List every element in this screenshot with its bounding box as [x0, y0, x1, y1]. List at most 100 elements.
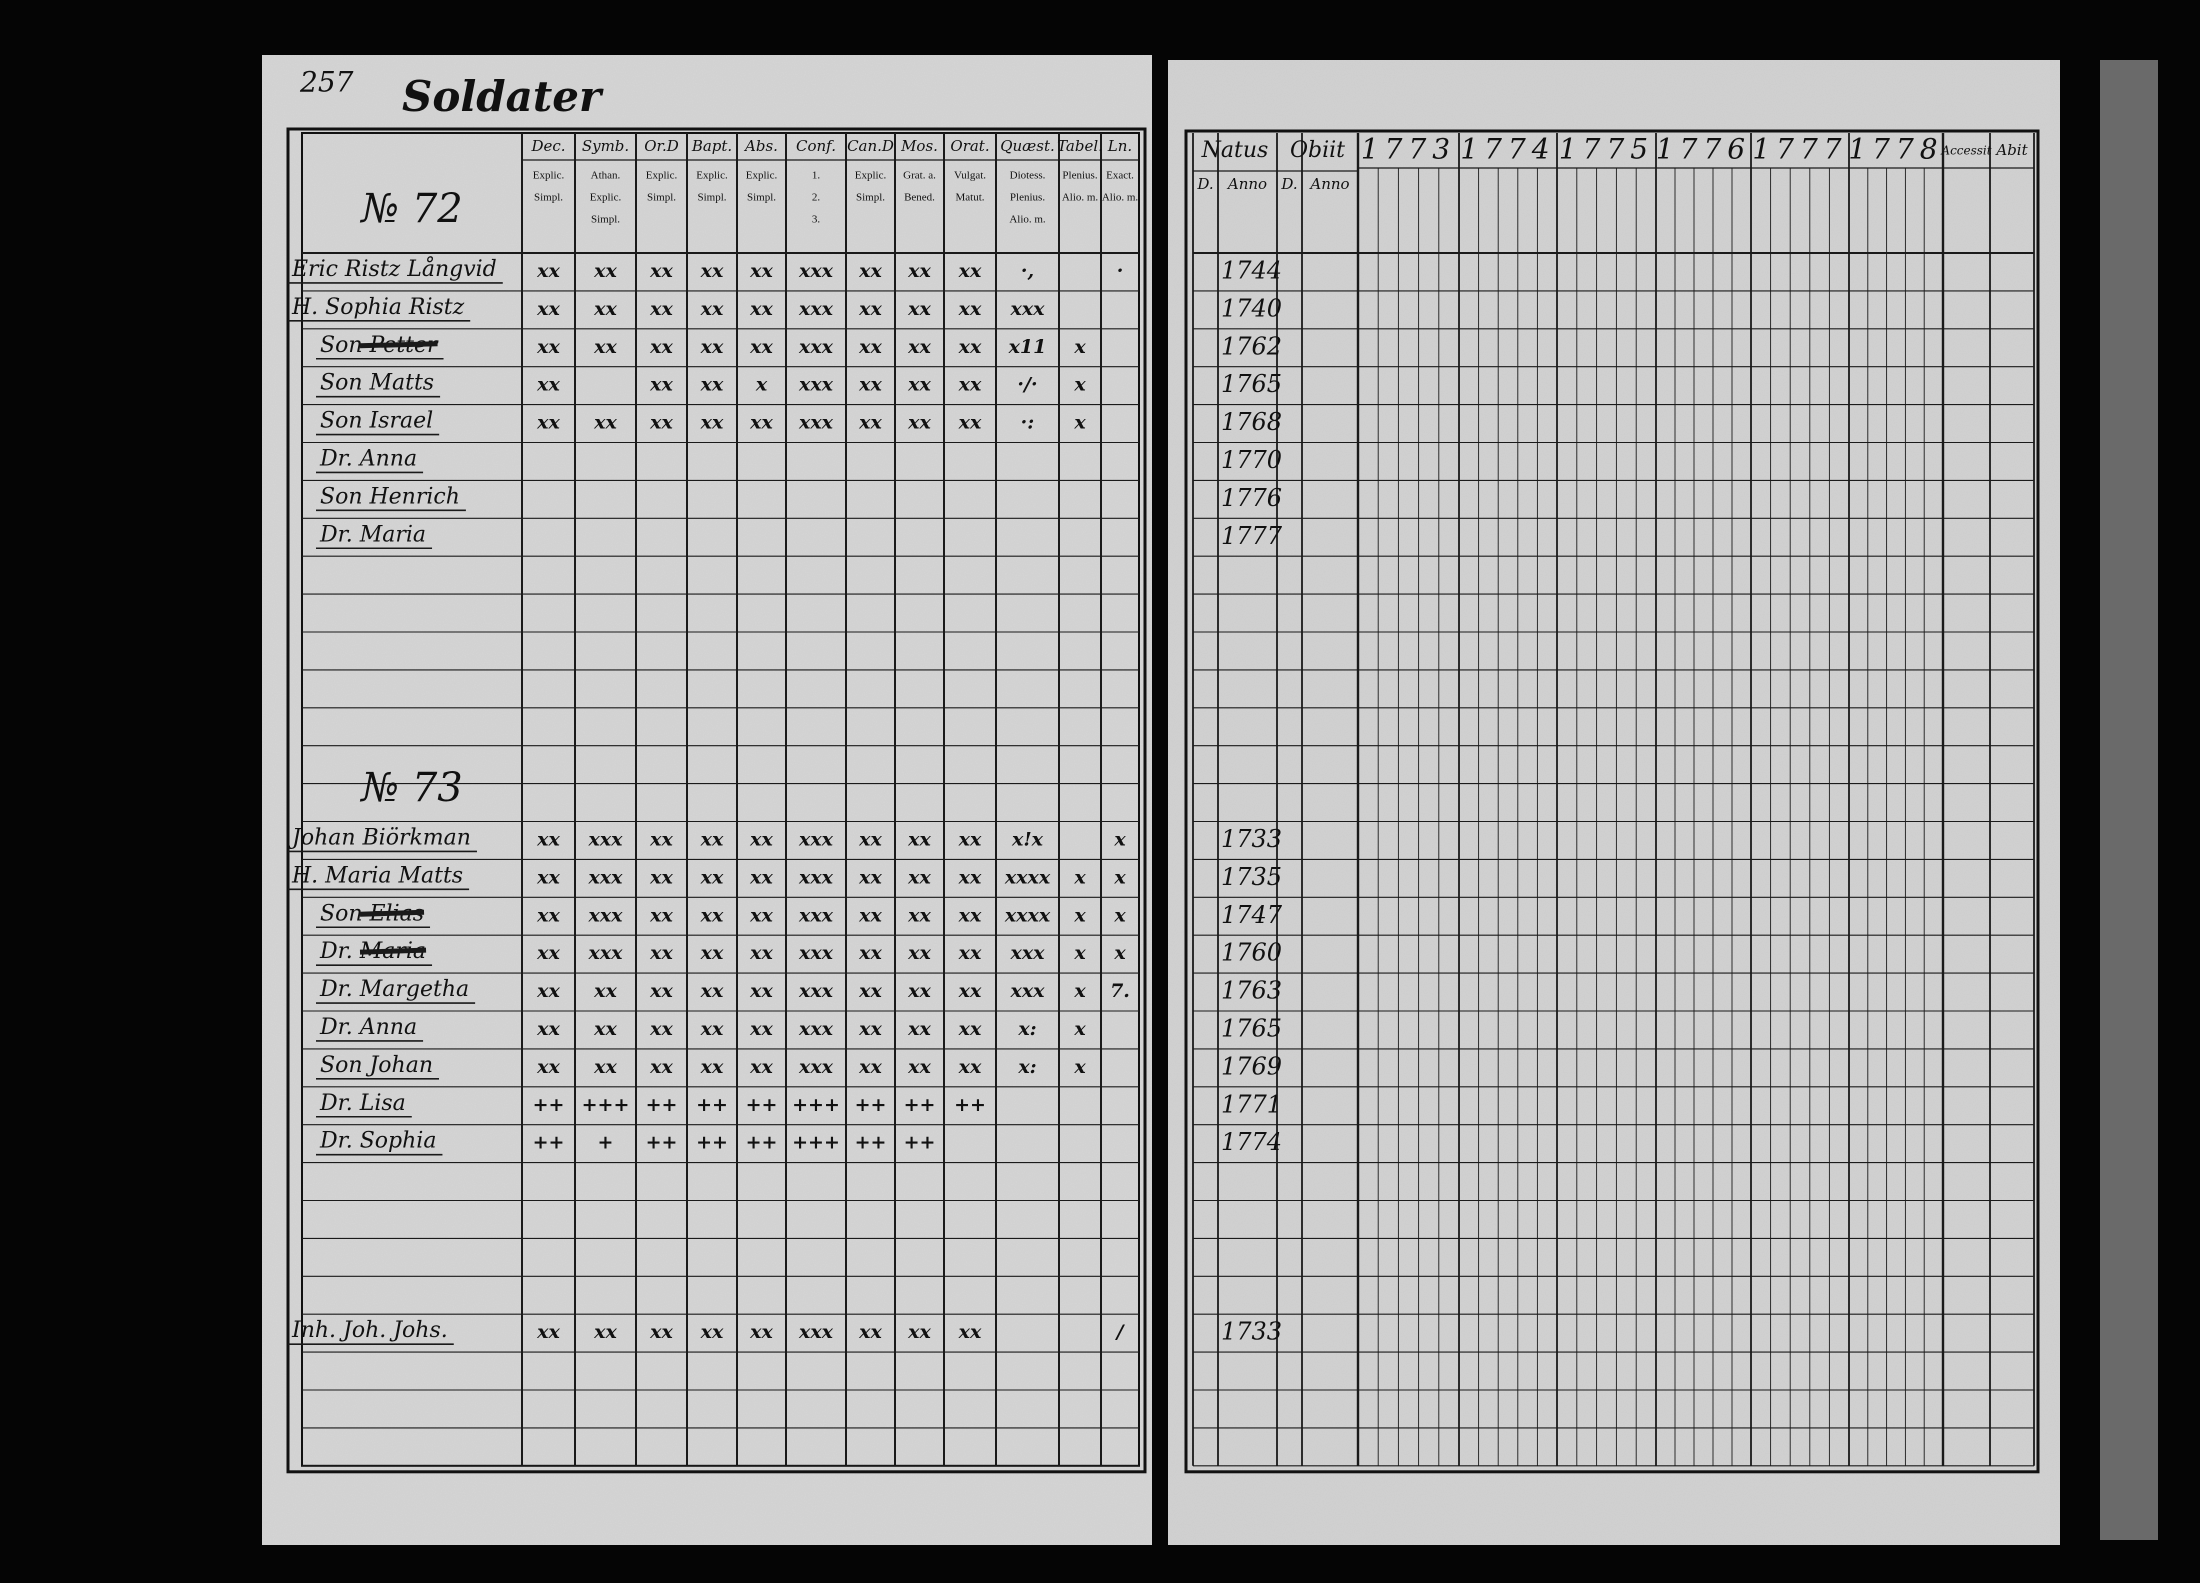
mark: xxx	[1010, 298, 1046, 320]
strike-through	[359, 909, 425, 917]
birth-year: 1765	[1221, 370, 1282, 398]
column-subheader: 1.	[812, 170, 821, 182]
mark: xx	[593, 1056, 617, 1078]
mark: xx	[958, 412, 982, 434]
mark: xx	[649, 942, 673, 964]
column-subheader: Plenius.	[1010, 192, 1045, 204]
column-header: Bapt.	[691, 137, 732, 155]
mark: xx	[593, 980, 617, 1002]
table-frame	[286, 127, 1147, 1474]
mark: xxx	[798, 336, 834, 358]
mark: xx	[700, 1321, 724, 1343]
mark: xx	[858, 866, 882, 888]
mark: xx	[858, 1018, 882, 1040]
mark: ·,	[1021, 260, 1034, 282]
column-subheader: Alio. m.	[1102, 192, 1139, 204]
mark: xx	[700, 828, 724, 850]
mark: xx	[958, 866, 982, 888]
mark: xx	[700, 260, 724, 282]
birth-year: 1765	[1221, 1014, 1282, 1042]
mark: xx	[907, 412, 931, 434]
member-name: Dr. Margetha	[319, 977, 469, 1002]
mark: xx	[749, 260, 773, 282]
birth-year: 1733	[1221, 825, 1282, 853]
column-header: Accessit	[1940, 144, 1991, 158]
mark: ++	[696, 1132, 728, 1154]
mark: xx	[749, 980, 773, 1002]
mark: xx	[907, 336, 931, 358]
mark: xx	[958, 904, 982, 926]
birth-year: 1735	[1221, 863, 1282, 891]
mark: x	[1113, 904, 1126, 926]
column-header: Obiit	[1290, 138, 1345, 163]
column-subheader: Explic.	[590, 192, 622, 204]
birth-year: 1740	[1221, 294, 1282, 322]
mark: xx	[593, 1321, 617, 1343]
birth-year: 1769	[1221, 1052, 1282, 1080]
column-subheader: Anno	[1308, 175, 1349, 193]
mark: xx	[700, 412, 724, 434]
column-subheader: Athan.	[591, 170, 621, 182]
mark: xx	[958, 1056, 982, 1078]
mark: /	[1115, 1321, 1126, 1343]
mark: x:	[1017, 1056, 1036, 1078]
mark: xx	[907, 828, 931, 850]
mark: xxxx	[1004, 866, 1051, 888]
mark: ++	[696, 1094, 728, 1116]
mark: ++	[746, 1094, 778, 1116]
mark: xx	[536, 374, 560, 396]
mark: xx	[958, 336, 982, 358]
column-subheader: Plenius.	[1062, 170, 1097, 182]
mark: xx	[536, 904, 560, 926]
mark: xx	[649, 374, 673, 396]
mark: xx	[907, 260, 931, 282]
mark: xxx	[588, 866, 624, 888]
mark: xx	[536, 866, 560, 888]
mark: xx	[749, 1018, 773, 1040]
column-header: Or.D	[644, 137, 679, 155]
mark: xx	[858, 336, 882, 358]
mark: xx	[649, 298, 673, 320]
mark: x	[1073, 980, 1086, 1002]
mark: xxx	[798, 1321, 834, 1343]
page-number: 257	[299, 66, 354, 99]
mark: xx	[749, 1056, 773, 1078]
mark: xx	[958, 1321, 982, 1343]
mark: xx	[700, 904, 724, 926]
mark: xx	[749, 904, 773, 926]
birth-year: 1770	[1221, 446, 1282, 474]
mark: ++	[746, 1132, 778, 1154]
table-frame	[1184, 129, 2040, 1474]
birth-year: 1774	[1221, 1128, 1282, 1156]
mark: xx	[749, 828, 773, 850]
year-header: 1775	[1559, 133, 1654, 166]
mark: xx	[749, 298, 773, 320]
right-page	[1168, 60, 2060, 1545]
mark: x	[1073, 866, 1086, 888]
mark: xxx	[798, 866, 834, 888]
mark: xxx	[798, 1018, 834, 1040]
member-name: Dr. Lisa	[319, 1091, 406, 1116]
mark: x	[1113, 942, 1126, 964]
mark: xx	[593, 260, 617, 282]
mark: xxx	[798, 260, 834, 282]
mark: xx	[858, 1321, 882, 1343]
member-name: Dr. Sophia	[319, 1129, 436, 1154]
mark: xx	[907, 298, 931, 320]
mark: xxx	[588, 828, 624, 850]
mark: ·	[1117, 260, 1124, 282]
mark: xx	[700, 336, 724, 358]
mark: xx	[649, 828, 673, 850]
mark: xxx	[798, 980, 834, 1002]
mark: x11	[1008, 336, 1047, 358]
mark: xxx	[798, 298, 834, 320]
mark: ++	[855, 1132, 887, 1154]
column-header: Dec.	[530, 137, 565, 155]
column-subheader: Matut.	[955, 192, 984, 204]
mark: xx	[700, 866, 724, 888]
mark: xxx	[1010, 942, 1046, 964]
birth-year: 1763	[1221, 977, 1282, 1005]
mark: xx	[700, 980, 724, 1002]
mark: xx	[536, 298, 560, 320]
